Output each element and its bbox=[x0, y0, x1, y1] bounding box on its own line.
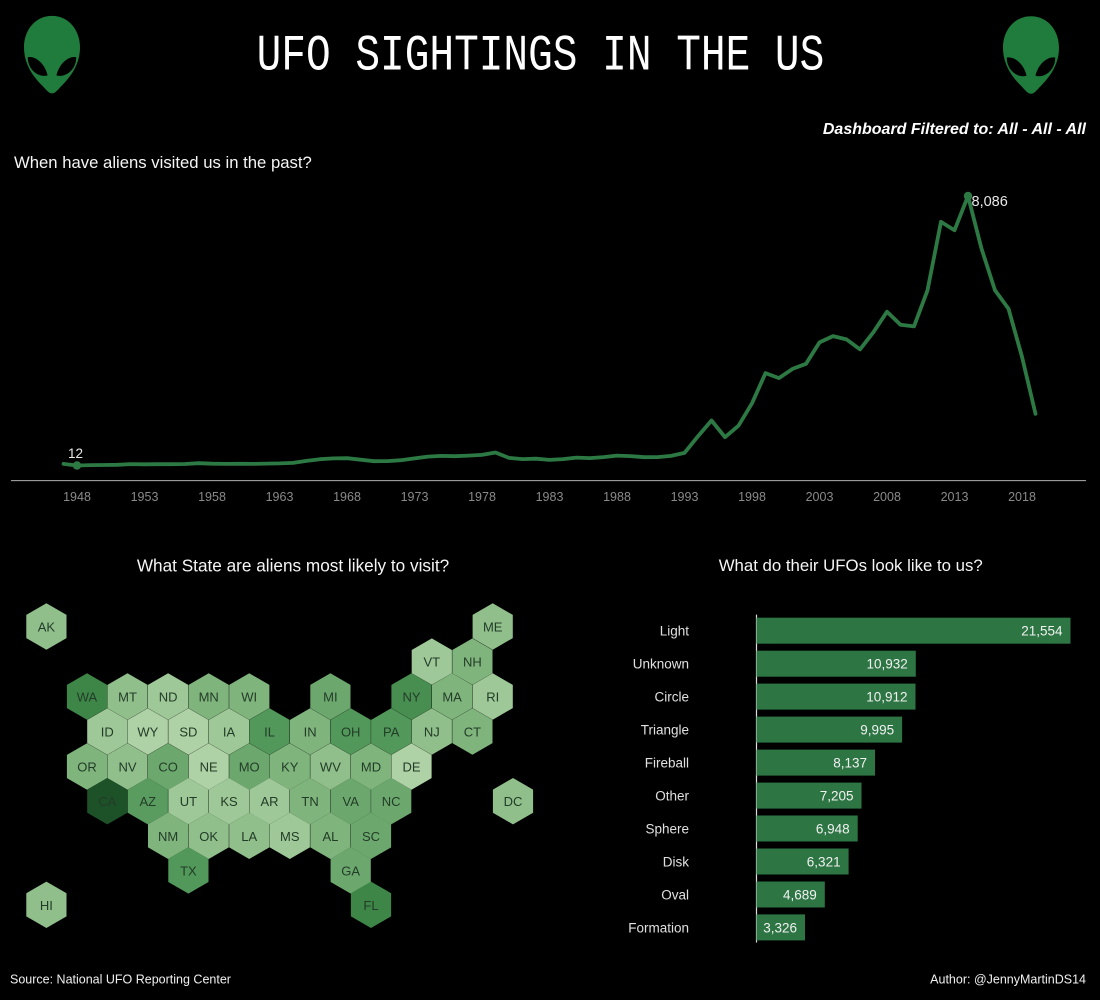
svg-text:Light: Light bbox=[660, 624, 690, 639]
svg-text:KY: KY bbox=[281, 760, 299, 775]
svg-text:Oval: Oval bbox=[661, 888, 689, 903]
svg-text:DC: DC bbox=[504, 794, 523, 809]
svg-text:8,137: 8,137 bbox=[833, 756, 867, 771]
svg-text:Sphere: Sphere bbox=[645, 822, 689, 837]
svg-text:2013: 2013 bbox=[941, 490, 969, 504]
svg-text:10,912: 10,912 bbox=[866, 690, 907, 705]
svg-text:3,326: 3,326 bbox=[763, 920, 797, 935]
svg-text:4,689: 4,689 bbox=[783, 888, 817, 903]
svg-text:GA: GA bbox=[341, 863, 360, 878]
svg-text:1998: 1998 bbox=[738, 490, 766, 504]
svg-text:1988: 1988 bbox=[603, 490, 631, 504]
svg-text:IL: IL bbox=[264, 725, 275, 740]
svg-text:VA: VA bbox=[343, 794, 360, 809]
svg-text:Dashboard Filtered to: All - A: Dashboard Filtered to: All - All - All bbox=[823, 121, 1087, 138]
svg-text:HI: HI bbox=[40, 898, 53, 913]
svg-text:MT: MT bbox=[118, 690, 137, 705]
svg-text:Author: @JennyMartinDS14: Author: @JennyMartinDS14 bbox=[930, 973, 1086, 987]
svg-text:Unknown: Unknown bbox=[633, 657, 689, 672]
svg-text:IN: IN bbox=[304, 725, 317, 740]
svg-text:WV: WV bbox=[320, 760, 341, 775]
svg-text:21,554: 21,554 bbox=[1021, 624, 1063, 639]
svg-text:OK: OK bbox=[199, 829, 218, 844]
svg-text:1968: 1968 bbox=[333, 490, 361, 504]
svg-text:IA: IA bbox=[223, 725, 236, 740]
svg-text:10,932: 10,932 bbox=[867, 657, 908, 672]
svg-text:RI: RI bbox=[486, 690, 499, 705]
svg-text:ME: ME bbox=[483, 620, 503, 635]
svg-text:LA: LA bbox=[241, 829, 257, 844]
svg-text:MO: MO bbox=[239, 760, 260, 775]
svg-text:SC: SC bbox=[362, 829, 380, 844]
svg-text:Fireball: Fireball bbox=[645, 756, 689, 771]
svg-text:7,205: 7,205 bbox=[820, 789, 854, 804]
svg-text:CO: CO bbox=[158, 760, 178, 775]
svg-text:CA: CA bbox=[98, 794, 116, 809]
svg-text:9,995: 9,995 bbox=[860, 723, 894, 738]
svg-text:1978: 1978 bbox=[468, 490, 496, 504]
svg-text:1973: 1973 bbox=[401, 490, 429, 504]
svg-text:NV: NV bbox=[118, 760, 136, 775]
svg-text:What State are aliens most lik: What State are aliens most likely to vis… bbox=[137, 556, 449, 576]
svg-text:1958: 1958 bbox=[198, 490, 226, 504]
svg-text:AL: AL bbox=[322, 829, 338, 844]
svg-text:Source: National UFO Reporting: Source: National UFO Reporting Center bbox=[10, 973, 231, 987]
svg-text:1983: 1983 bbox=[536, 490, 564, 504]
svg-text:ND: ND bbox=[159, 690, 178, 705]
svg-text:VT: VT bbox=[423, 655, 440, 670]
svg-text:2003: 2003 bbox=[806, 490, 834, 504]
svg-text:8,086: 8,086 bbox=[972, 194, 1008, 210]
svg-text:MD: MD bbox=[361, 760, 381, 775]
svg-text:2008: 2008 bbox=[873, 490, 901, 504]
svg-text:KS: KS bbox=[220, 794, 238, 809]
svg-text:1948: 1948 bbox=[63, 490, 91, 504]
svg-text:12: 12 bbox=[68, 446, 83, 461]
svg-text:OH: OH bbox=[341, 725, 361, 740]
svg-text:AZ: AZ bbox=[139, 794, 156, 809]
svg-text:TX: TX bbox=[180, 863, 197, 878]
svg-text:WI: WI bbox=[241, 690, 257, 705]
svg-text:UFO SIGHTINGS IN THE US: UFO SIGHTINGS IN THE US bbox=[257, 26, 825, 84]
svg-text:UT: UT bbox=[180, 794, 197, 809]
svg-text:AK: AK bbox=[38, 620, 56, 635]
svg-text:CT: CT bbox=[464, 725, 481, 740]
svg-text:Other: Other bbox=[655, 789, 689, 804]
svg-text:NH: NH bbox=[463, 655, 482, 670]
svg-text:Circle: Circle bbox=[654, 690, 689, 705]
svg-text:1963: 1963 bbox=[266, 490, 294, 504]
svg-text:1953: 1953 bbox=[131, 490, 159, 504]
svg-text:PA: PA bbox=[383, 725, 400, 740]
svg-text:OR: OR bbox=[77, 760, 97, 775]
svg-text:Triangle: Triangle bbox=[641, 723, 689, 738]
svg-text:WA: WA bbox=[77, 690, 98, 705]
svg-text:NY: NY bbox=[402, 690, 420, 705]
svg-text:NC: NC bbox=[382, 794, 401, 809]
svg-text:NM: NM bbox=[158, 829, 178, 844]
svg-text:2018: 2018 bbox=[1008, 490, 1036, 504]
svg-text:DE: DE bbox=[402, 760, 420, 775]
svg-text:TN: TN bbox=[301, 794, 318, 809]
svg-text:AR: AR bbox=[260, 794, 278, 809]
svg-text:6,948: 6,948 bbox=[816, 822, 850, 837]
svg-text:MA: MA bbox=[442, 690, 462, 705]
svg-text:1993: 1993 bbox=[671, 490, 699, 504]
svg-text:Formation: Formation bbox=[628, 920, 689, 935]
svg-text:When have aliens visited us in: When have aliens visited us in the past? bbox=[14, 153, 312, 172]
svg-text:Disk: Disk bbox=[663, 855, 689, 870]
svg-text:MS: MS bbox=[280, 829, 300, 844]
svg-text:WY: WY bbox=[137, 725, 158, 740]
svg-text:What do their UFOs look like t: What do their UFOs look like to us? bbox=[719, 556, 983, 575]
svg-text:FL: FL bbox=[363, 898, 378, 913]
svg-text:6,321: 6,321 bbox=[807, 855, 841, 870]
svg-text:MI: MI bbox=[323, 690, 337, 705]
svg-text:NE: NE bbox=[200, 760, 218, 775]
svg-text:ID: ID bbox=[101, 725, 114, 740]
svg-text:SD: SD bbox=[179, 725, 197, 740]
svg-text:MN: MN bbox=[199, 690, 219, 705]
svg-text:NJ: NJ bbox=[424, 725, 440, 740]
